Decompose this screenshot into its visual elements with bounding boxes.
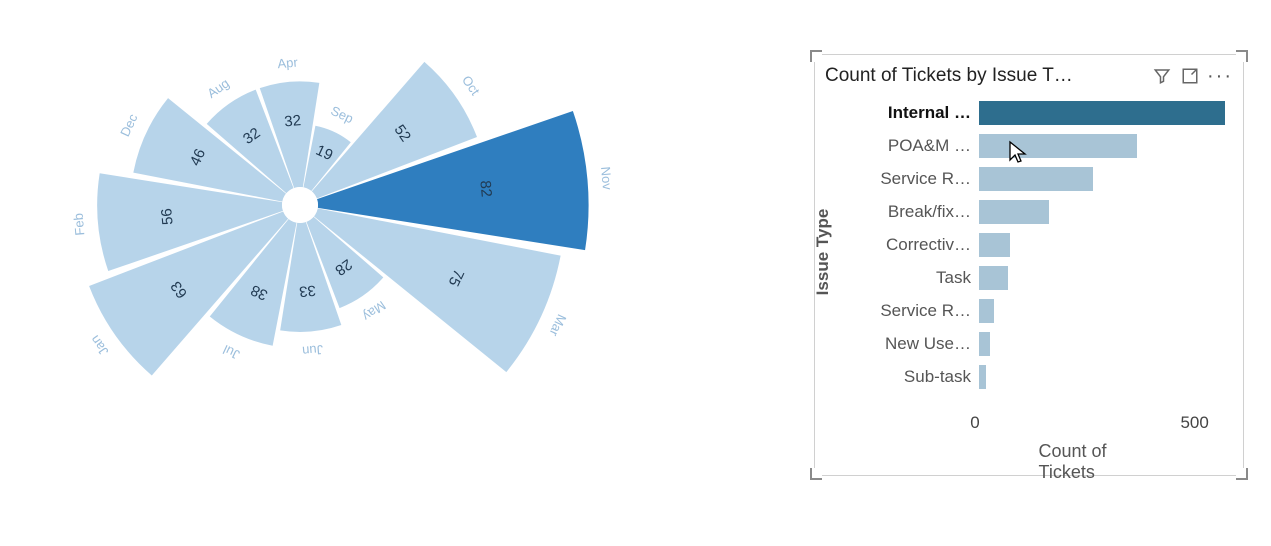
bar-category-label: Correctiv… bbox=[829, 235, 979, 255]
rose-label: Apr bbox=[277, 54, 299, 71]
bar-row[interactable]: Break/fix… bbox=[829, 196, 1229, 227]
rose-label: Dec bbox=[117, 111, 141, 139]
bar-fill[interactable] bbox=[979, 332, 990, 356]
bar-category-label: Sub-task bbox=[829, 367, 979, 387]
bar-row[interactable]: Internal … bbox=[829, 97, 1229, 128]
rose-label: Jun bbox=[302, 342, 324, 359]
bar-category-label: Break/fix… bbox=[829, 202, 979, 222]
rose-label: Nov bbox=[598, 166, 615, 191]
bar-fill[interactable] bbox=[979, 365, 986, 389]
rose-label: Jul bbox=[221, 342, 243, 363]
bar-row[interactable]: Sub-task bbox=[829, 361, 1229, 392]
x-tick: 0 bbox=[970, 413, 979, 433]
rose-value: 82 bbox=[476, 180, 494, 198]
y-axis-title: Issue Type bbox=[813, 209, 833, 296]
bar-fill[interactable] bbox=[979, 266, 1008, 290]
more-options-icon[interactable]: ··· bbox=[1207, 71, 1233, 81]
bar-rows: Internal … POA&M … Service R… Break/fix… Cor… bbox=[829, 97, 1229, 392]
bar-row[interactable]: Correctiv… bbox=[829, 229, 1229, 260]
rose-label: Mar bbox=[546, 312, 569, 339]
x-axis: 0500 Count of Tickets bbox=[975, 413, 1229, 463]
bar-chart-title: Count of Tickets by Issue T… bbox=[825, 65, 1145, 87]
rose-label: May bbox=[359, 298, 388, 325]
bar-fill[interactable] bbox=[979, 200, 1049, 224]
filter-icon[interactable] bbox=[1151, 65, 1173, 87]
rose-value: 32 bbox=[284, 112, 302, 130]
rose-value: 33 bbox=[298, 282, 316, 300]
rose-label: Feb bbox=[71, 213, 88, 237]
bar-category-label: Internal … bbox=[829, 103, 979, 123]
bar-row[interactable]: Service R… bbox=[829, 295, 1229, 326]
bar-row[interactable]: Service R… bbox=[829, 163, 1229, 194]
focus-mode-icon[interactable] bbox=[1179, 65, 1201, 87]
bar-row[interactable]: POA&M … bbox=[829, 130, 1229, 161]
bar-category-label: Service R… bbox=[829, 169, 979, 189]
bar-chart-plot: Issue Type Internal …POA&M …Service R…Br… bbox=[829, 97, 1229, 407]
rose-label: Sep bbox=[329, 103, 356, 126]
rose-label: Aug bbox=[204, 75, 232, 101]
bar-row[interactable]: Task bbox=[829, 262, 1229, 293]
x-tick: 500 bbox=[1180, 413, 1208, 433]
bar-fill[interactable] bbox=[979, 134, 1137, 158]
rose-chart[interactable]: Nov82Oct52Sep19Apr32Aug32Dec46Feb56Jan63… bbox=[0, 0, 700, 546]
bar-category-label: Service R… bbox=[829, 301, 979, 321]
bar-fill[interactable] bbox=[979, 167, 1093, 191]
bar-category-label: New Use… bbox=[829, 334, 979, 354]
bar-row[interactable]: New Use… bbox=[829, 328, 1229, 359]
bar-fill[interactable] bbox=[979, 101, 1225, 125]
rose-label: Jan bbox=[87, 333, 111, 359]
bar-chart-visual[interactable]: Count of Tickets by Issue T… ··· Issue T… bbox=[814, 54, 1244, 476]
bar-fill[interactable] bbox=[979, 233, 1010, 257]
bar-category-label: Task bbox=[829, 268, 979, 288]
x-axis-title: Count of Tickets bbox=[1039, 441, 1166, 483]
rose-label: Oct bbox=[459, 73, 483, 98]
bar-category-label: POA&M … bbox=[829, 136, 979, 156]
bar-fill[interactable] bbox=[979, 299, 994, 323]
rose-value: 56 bbox=[158, 208, 176, 226]
